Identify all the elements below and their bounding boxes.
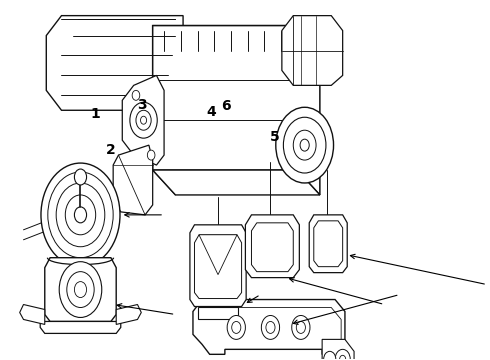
Circle shape xyxy=(48,172,113,258)
Polygon shape xyxy=(113,145,153,215)
Polygon shape xyxy=(45,258,116,321)
Polygon shape xyxy=(153,26,320,195)
Text: 5: 5 xyxy=(270,130,279,144)
Polygon shape xyxy=(309,215,347,273)
Text: 3: 3 xyxy=(137,98,147,112)
Polygon shape xyxy=(199,235,237,275)
Circle shape xyxy=(132,90,140,100)
Polygon shape xyxy=(282,15,343,85)
Circle shape xyxy=(227,315,245,339)
Circle shape xyxy=(147,150,155,160)
Polygon shape xyxy=(190,225,246,306)
Text: 6: 6 xyxy=(221,99,231,113)
Polygon shape xyxy=(46,15,183,110)
Text: 1: 1 xyxy=(91,107,100,121)
Circle shape xyxy=(74,207,87,223)
Polygon shape xyxy=(20,305,45,324)
Text: 2: 2 xyxy=(106,143,116,157)
Circle shape xyxy=(296,321,305,333)
Polygon shape xyxy=(153,26,175,195)
Circle shape xyxy=(335,349,350,360)
Circle shape xyxy=(340,355,346,360)
Polygon shape xyxy=(195,235,242,298)
Circle shape xyxy=(293,130,316,160)
Polygon shape xyxy=(193,300,345,354)
Polygon shape xyxy=(116,305,141,324)
Circle shape xyxy=(232,321,241,333)
Polygon shape xyxy=(122,75,164,165)
Polygon shape xyxy=(198,306,238,319)
Circle shape xyxy=(67,272,94,307)
Polygon shape xyxy=(245,215,299,278)
Text: 4: 4 xyxy=(206,105,216,119)
Circle shape xyxy=(59,262,102,318)
Circle shape xyxy=(130,102,157,138)
Polygon shape xyxy=(40,318,121,333)
Circle shape xyxy=(261,315,280,339)
Circle shape xyxy=(276,107,334,183)
Polygon shape xyxy=(314,221,343,267)
Circle shape xyxy=(141,116,147,124)
Circle shape xyxy=(74,282,87,298)
Circle shape xyxy=(65,195,96,235)
Circle shape xyxy=(292,315,310,339)
Circle shape xyxy=(283,117,326,173)
Polygon shape xyxy=(322,339,354,360)
Polygon shape xyxy=(251,223,293,272)
Polygon shape xyxy=(153,26,320,50)
Circle shape xyxy=(74,169,87,185)
Circle shape xyxy=(56,183,105,247)
Circle shape xyxy=(300,139,309,151)
Circle shape xyxy=(136,110,151,130)
Circle shape xyxy=(41,163,120,267)
Circle shape xyxy=(266,321,275,333)
Circle shape xyxy=(324,351,336,360)
Polygon shape xyxy=(153,170,320,195)
